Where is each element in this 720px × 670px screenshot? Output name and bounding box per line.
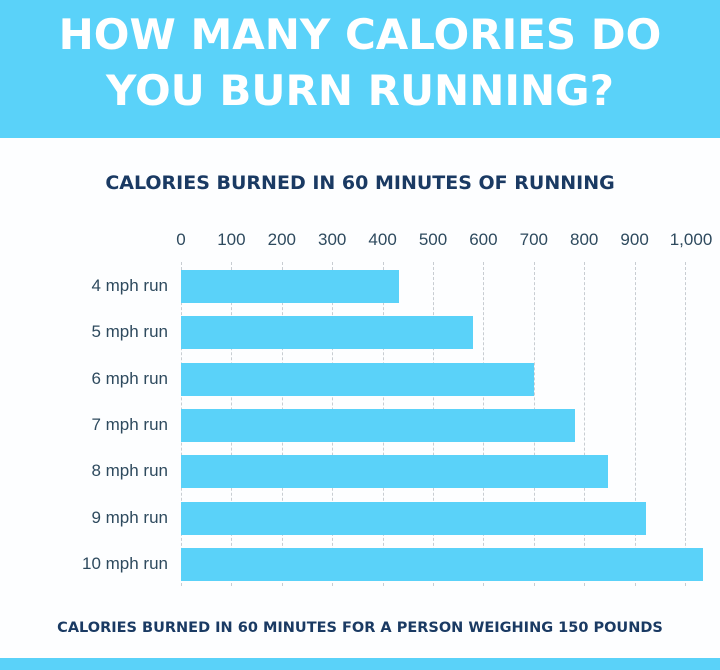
x-tick-label: 400 (368, 230, 397, 249)
bar (181, 501, 647, 535)
category-label: 4 mph run (91, 276, 168, 295)
chart-footnote: CALORIES BURNED IN 60 MINUTES FOR A PERS… (57, 620, 663, 636)
bar (181, 362, 534, 396)
bar (181, 316, 474, 350)
category-label: 6 mph run (91, 368, 168, 388)
x-tick-label: 0 (176, 230, 186, 249)
x-tick-label: 500 (418, 230, 448, 249)
x-tick-label: 1,000 (669, 230, 713, 249)
category-label: 7 mph run (91, 414, 168, 434)
footer-band (0, 658, 720, 670)
x-tick-label: 600 (469, 230, 498, 249)
gridline (685, 262, 686, 586)
x-tick-label: 700 (519, 230, 548, 249)
bar (181, 547, 704, 581)
x-tick-label: 200 (267, 230, 296, 249)
bar (181, 270, 399, 303)
category-label: 9 mph run (91, 507, 168, 527)
category-label: 8 mph run (91, 461, 168, 481)
x-tick-label: 800 (570, 230, 599, 249)
x-tick-label: 100 (217, 230, 246, 249)
title-line-1: HOW MANY CALORIES DO (58, 10, 662, 59)
gridline (634, 262, 636, 586)
category-label: 10 mph run (82, 553, 168, 573)
x-tick-label: 300 (318, 230, 347, 249)
bar (181, 408, 576, 442)
bar (181, 455, 608, 489)
chart-title: CALORIES BURNED IN 60 MINUTES OF RUNNING (105, 172, 615, 194)
gridline (584, 262, 586, 586)
title-banner: HOW MANY CALORIES DO YOU BURN RUNNING? (0, 0, 720, 138)
category-label: 5 mph run (91, 322, 168, 342)
x-tick-label: 900 (620, 230, 649, 249)
title-line-2: YOU BURN RUNNING? (106, 66, 614, 115)
